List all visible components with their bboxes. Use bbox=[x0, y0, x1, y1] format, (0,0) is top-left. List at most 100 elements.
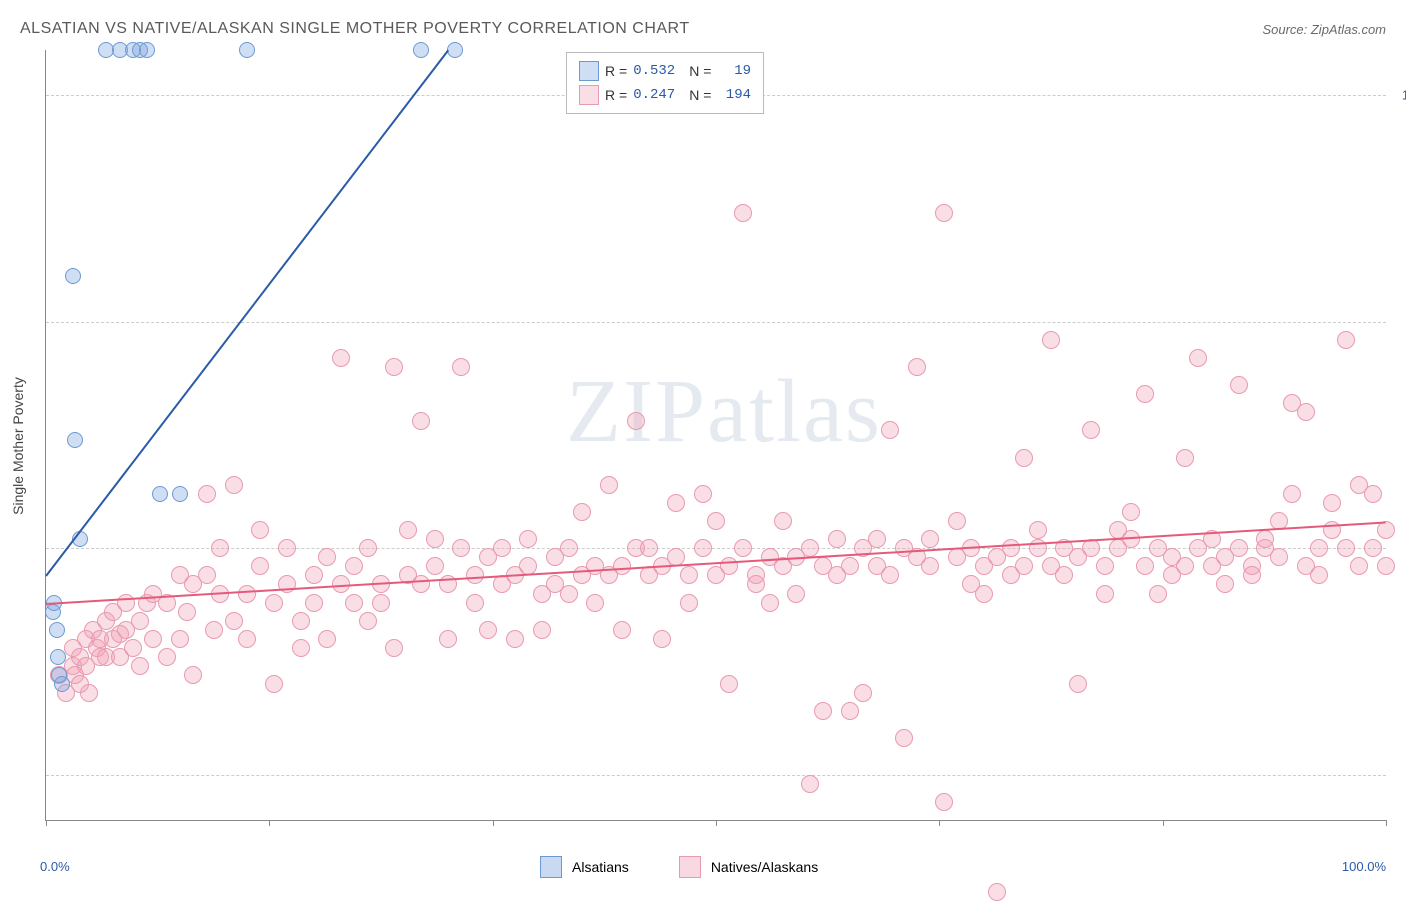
scatter-point bbox=[908, 358, 926, 376]
scatter-point bbox=[399, 521, 417, 539]
x-tick bbox=[1386, 820, 1387, 826]
x-tick bbox=[716, 820, 717, 826]
scatter-point bbox=[1042, 331, 1060, 349]
scatter-point bbox=[1015, 449, 1033, 467]
scatter-point bbox=[238, 585, 256, 603]
scatter-point bbox=[1136, 557, 1154, 575]
scatter-point bbox=[278, 575, 296, 593]
legend-n-label: N = bbox=[689, 87, 711, 103]
scatter-point bbox=[1323, 494, 1341, 512]
legend-swatch-alsatians bbox=[540, 856, 562, 878]
scatter-point bbox=[761, 594, 779, 612]
legend-r-label: R = bbox=[605, 63, 627, 79]
scatter-point bbox=[278, 539, 296, 557]
scatter-point bbox=[921, 530, 939, 548]
scatter-point bbox=[412, 412, 430, 430]
scatter-point bbox=[921, 557, 939, 575]
scatter-point bbox=[359, 612, 377, 630]
scatter-point bbox=[426, 530, 444, 548]
scatter-point bbox=[854, 684, 872, 702]
scatter-point bbox=[988, 883, 1006, 901]
scatter-point bbox=[292, 612, 310, 630]
legend-r-label: R = bbox=[605, 87, 627, 103]
scatter-point bbox=[747, 575, 765, 593]
y-axis-label: Single Mother Poverty bbox=[10, 377, 26, 515]
scatter-point bbox=[814, 702, 832, 720]
scatter-point bbox=[412, 575, 430, 593]
legend-r-value: 0.247 bbox=[633, 87, 675, 103]
scatter-point bbox=[1310, 539, 1328, 557]
scatter-point bbox=[828, 530, 846, 548]
scatter-point bbox=[1364, 539, 1382, 557]
scatter-point bbox=[211, 539, 229, 557]
x-tick bbox=[46, 820, 47, 826]
scatter-point bbox=[586, 594, 604, 612]
scatter-point bbox=[1136, 385, 1154, 403]
x-tick bbox=[1163, 820, 1164, 826]
scatter-point bbox=[359, 539, 377, 557]
scatter-point bbox=[667, 494, 685, 512]
scatter-point bbox=[172, 486, 188, 502]
scatter-point bbox=[452, 358, 470, 376]
scatter-point bbox=[345, 594, 363, 612]
scatter-point bbox=[318, 548, 336, 566]
trend-line bbox=[45, 50, 449, 577]
scatter-point bbox=[439, 630, 457, 648]
scatter-point bbox=[239, 42, 255, 58]
scatter-point bbox=[139, 42, 155, 58]
scatter-point bbox=[533, 621, 551, 639]
legend-n-value: 19 bbox=[717, 63, 751, 79]
scatter-point bbox=[54, 676, 70, 692]
gridline-h bbox=[46, 322, 1386, 323]
x-tick-min: 0.0% bbox=[40, 859, 70, 874]
scatter-point bbox=[895, 729, 913, 747]
scatter-point bbox=[1230, 376, 1248, 394]
gridline-h bbox=[46, 775, 1386, 776]
scatter-point bbox=[613, 621, 631, 639]
scatter-point bbox=[80, 684, 98, 702]
x-tick bbox=[493, 820, 494, 826]
scatter-point bbox=[720, 675, 738, 693]
scatter-point bbox=[385, 358, 403, 376]
scatter-point bbox=[251, 521, 269, 539]
scatter-point bbox=[573, 503, 591, 521]
scatter-point bbox=[1256, 530, 1274, 548]
x-tick bbox=[939, 820, 940, 826]
scatter-point bbox=[1216, 575, 1234, 593]
scatter-point bbox=[265, 675, 283, 693]
scatter-point bbox=[1270, 548, 1288, 566]
scatter-point bbox=[1230, 539, 1248, 557]
scatter-point bbox=[1350, 557, 1368, 575]
scatter-point bbox=[158, 648, 176, 666]
scatter-point bbox=[734, 204, 752, 222]
scatter-point bbox=[265, 594, 283, 612]
legend-swatch bbox=[579, 61, 599, 81]
scatter-point bbox=[1337, 331, 1355, 349]
scatter-point bbox=[975, 585, 993, 603]
scatter-point bbox=[680, 566, 698, 584]
legend-label-natives: Natives/Alaskans bbox=[711, 859, 818, 875]
scatter-point bbox=[305, 566, 323, 584]
scatter-point bbox=[935, 793, 953, 811]
scatter-point bbox=[801, 775, 819, 793]
scatter-point bbox=[345, 557, 363, 575]
scatter-point bbox=[124, 639, 142, 657]
scatter-point bbox=[466, 594, 484, 612]
scatter-point bbox=[560, 585, 578, 603]
scatter-point bbox=[152, 486, 168, 502]
scatter-point bbox=[1297, 403, 1315, 421]
scatter-point bbox=[881, 566, 899, 584]
scatter-point bbox=[1364, 485, 1382, 503]
legend-r-value: 0.532 bbox=[633, 63, 675, 79]
scatter-point bbox=[205, 621, 223, 639]
scatter-point bbox=[935, 204, 953, 222]
legend-n-label: N = bbox=[689, 63, 711, 79]
scatter-point bbox=[198, 566, 216, 584]
scatter-point bbox=[801, 539, 819, 557]
scatter-point bbox=[1243, 566, 1261, 584]
scatter-point bbox=[1176, 449, 1194, 467]
scatter-point bbox=[868, 530, 886, 548]
scatter-point bbox=[251, 557, 269, 575]
legend-bottom: Alsatians Natives/Alaskans bbox=[540, 856, 818, 878]
scatter-point bbox=[479, 621, 497, 639]
